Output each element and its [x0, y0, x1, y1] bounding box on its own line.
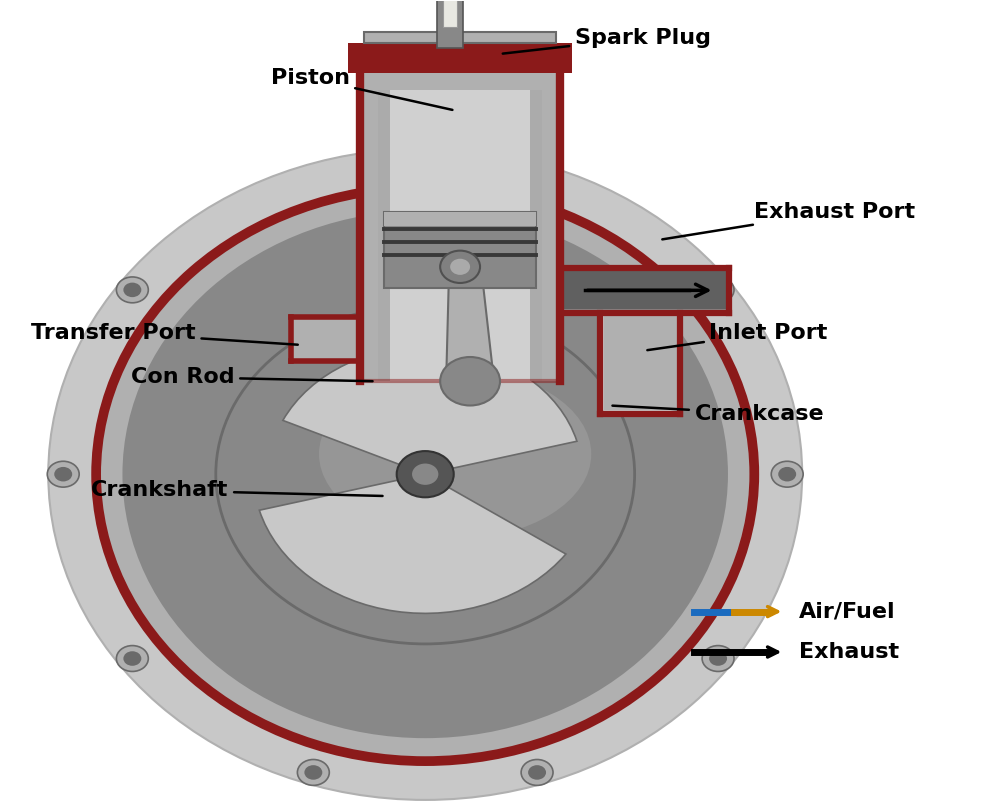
- Circle shape: [521, 760, 553, 785]
- Circle shape: [304, 765, 322, 779]
- Bar: [364, 32, 556, 44]
- Circle shape: [702, 646, 734, 672]
- Bar: [291, 316, 360, 361]
- Bar: [378, 90, 542, 381]
- Circle shape: [528, 765, 546, 779]
- Polygon shape: [446, 267, 494, 381]
- Circle shape: [116, 277, 148, 303]
- Circle shape: [123, 282, 141, 297]
- Text: Air/Fuel: Air/Fuel: [799, 602, 896, 621]
- Bar: [604, 312, 680, 410]
- Circle shape: [216, 304, 635, 644]
- Bar: [560, 268, 729, 312]
- Circle shape: [440, 357, 500, 406]
- Wedge shape: [283, 347, 577, 474]
- Circle shape: [47, 461, 79, 487]
- Text: Crankcase: Crankcase: [612, 404, 824, 423]
- Bar: [378, 90, 390, 381]
- Bar: [348, 44, 572, 72]
- Bar: [443, 0, 457, 28]
- Circle shape: [397, 451, 454, 497]
- Wedge shape: [259, 474, 566, 613]
- Bar: [564, 272, 729, 309]
- Bar: [600, 312, 680, 414]
- Ellipse shape: [319, 369, 591, 539]
- Circle shape: [297, 760, 329, 785]
- Circle shape: [771, 461, 803, 487]
- Text: Spark Plug: Spark Plug: [503, 28, 711, 54]
- Text: Piston: Piston: [271, 68, 452, 110]
- Ellipse shape: [96, 187, 754, 761]
- Bar: [360, 58, 560, 381]
- Bar: [384, 212, 536, 226]
- Text: Inlet Port: Inlet Port: [647, 323, 828, 350]
- Ellipse shape: [48, 148, 802, 800]
- Ellipse shape: [122, 210, 728, 738]
- Circle shape: [709, 651, 727, 666]
- Text: Con Rod: Con Rod: [131, 367, 373, 387]
- Bar: [384, 212, 536, 288]
- Text: Exhaust: Exhaust: [799, 642, 899, 662]
- Circle shape: [54, 467, 72, 482]
- Circle shape: [709, 282, 727, 297]
- Circle shape: [123, 651, 141, 666]
- Bar: [530, 90, 542, 381]
- Text: Exhaust Port: Exhaust Port: [662, 201, 915, 239]
- Circle shape: [412, 464, 438, 485]
- Circle shape: [778, 467, 796, 482]
- Circle shape: [450, 259, 470, 275]
- Circle shape: [116, 646, 148, 672]
- Bar: [437, 0, 463, 49]
- Circle shape: [440, 251, 480, 283]
- Text: Transfer Port: Transfer Port: [31, 323, 298, 345]
- Circle shape: [702, 277, 734, 303]
- Text: Crankshaft: Crankshaft: [91, 480, 383, 500]
